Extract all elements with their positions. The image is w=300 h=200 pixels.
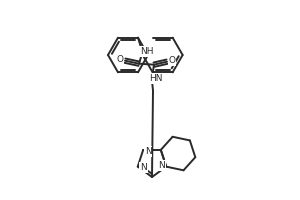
- Text: O: O: [169, 56, 176, 65]
- Text: N: N: [145, 147, 152, 156]
- Text: N: N: [158, 161, 165, 170]
- Text: NH: NH: [140, 47, 154, 56]
- Text: HN: HN: [149, 74, 163, 83]
- Text: N: N: [140, 163, 147, 172]
- Text: O: O: [116, 55, 124, 64]
